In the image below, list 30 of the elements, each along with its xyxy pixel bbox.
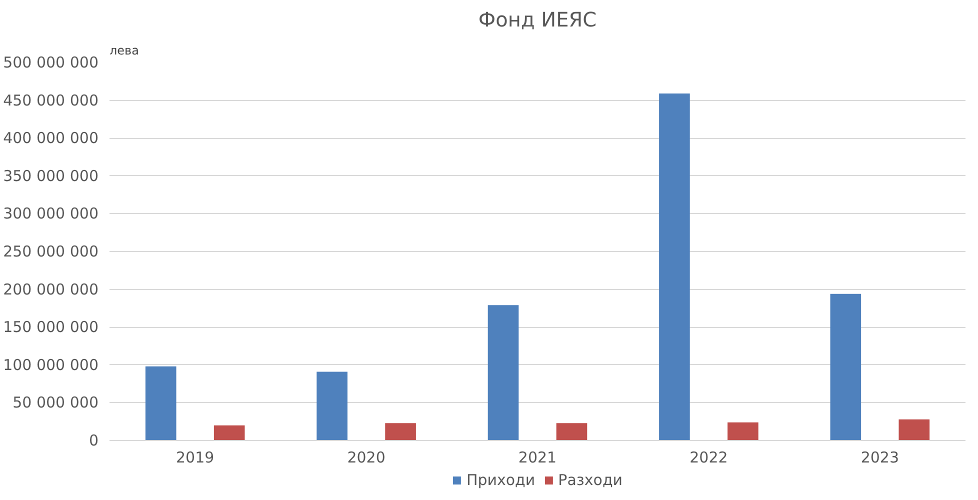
y-tick-label: 450 000 000 [3,91,99,110]
x-tick-label: 2019 [176,448,214,466]
bar [316,372,348,440]
y-tick-label: 350 000 000 [3,166,99,185]
x-tick-label: 2022 [690,448,728,466]
bar [728,422,758,440]
bar [556,423,588,440]
y-axis-title: лева [110,44,139,58]
bar [145,366,176,440]
y-tick-label: 150 000 000 [3,318,99,336]
bar [214,425,245,440]
y-tick-label: 100 000 000 [3,356,99,374]
y-tick-label: 400 000 000 [3,129,99,148]
bar [385,423,416,440]
bar [488,305,519,440]
y-tick-label: 500 000 000 [3,54,99,72]
y-tick-label: 50 000 000 [12,394,99,412]
y-tick-label: 200 000 000 [3,280,99,298]
x-tick-label: 2020 [347,448,386,466]
bar [830,294,862,440]
bar [659,93,690,440]
y-tick-label: 300 000 000 [3,204,99,223]
y-tick-label: 250 000 000 [3,242,99,260]
y-tick-label: 0 [88,432,99,450]
legend-label: Разходи [558,471,623,489]
bar [898,419,930,440]
x-tick-label: 2023 [860,448,899,466]
x-tick-label: 2021 [518,448,557,466]
legend-label: Приходи [466,471,536,489]
chart-title: Фонд ИЕЯС [478,8,597,32]
